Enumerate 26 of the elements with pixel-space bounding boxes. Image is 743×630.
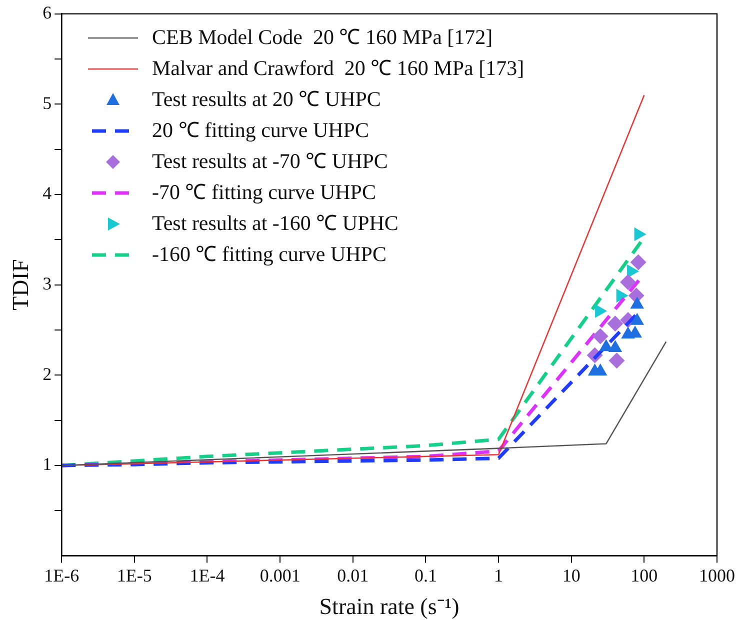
legend-label: CEB Model Code 20 ℃ 160 MPa [172] <box>152 24 493 51</box>
y-tick-label: 2 <box>42 364 52 384</box>
x-tick-label: 1000 <box>699 565 735 586</box>
y-tick-label: 5 <box>42 92 52 113</box>
x-tick-label: 100 <box>630 565 658 586</box>
x-tick-label: 1E-4 <box>190 565 225 586</box>
legend-label: Malvar and Crawford 20 ℃ 160 MPa [173] <box>152 55 524 82</box>
x-tick-label: 1E-5 <box>116 565 152 586</box>
x-axis-title: Strain rate (s⁻¹) <box>319 594 460 620</box>
x-tick-label: 0.001 <box>260 565 300 586</box>
x-tick-label: 10 <box>562 565 580 586</box>
legend-label: -70 ℃ fitting curve UHPC <box>152 179 376 206</box>
x-tick-label: 1E-6 <box>44 565 80 586</box>
x-tick-label: 1 <box>494 565 504 586</box>
x-tick-label: 0.1 <box>414 565 437 586</box>
legend-label: Test results at -70 ℃ UHPC <box>152 148 388 175</box>
y-tick-label: 4 <box>42 183 52 204</box>
legend-label: Test results at 20 ℃ UHPC <box>152 86 381 113</box>
legend-label: -160 ℃ fitting curve UHPC <box>152 241 386 268</box>
x-tick-label: 0.01 <box>337 565 369 586</box>
y-tick-label: 3 <box>42 274 52 294</box>
legend-label: Test results at -160 ℃ UPHC <box>152 210 398 237</box>
legend-label: 20 ℃ fitting curve UHPC <box>152 117 369 144</box>
y-tick-label: 6 <box>42 2 52 23</box>
y-axis-title: TDIF <box>8 259 33 310</box>
y-tick-label: 1 <box>42 454 52 474</box>
